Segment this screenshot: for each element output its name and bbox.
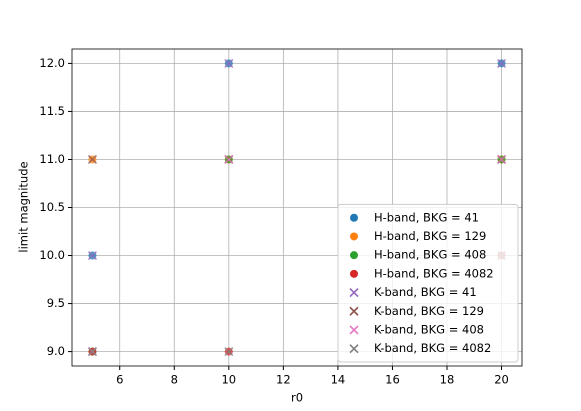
legend-label: H-band, BKG = 129 [374,229,486,243]
x-tick-label: 10 [221,373,236,387]
point [350,269,358,278]
point [224,154,234,165]
point [349,325,359,335]
x-tick-label: 6 [116,373,123,387]
point [496,58,507,68]
point [87,347,98,357]
point [87,250,98,261]
point [350,213,358,222]
point [349,306,359,316]
x-axis-label: r0 [291,391,303,405]
y-axis-label: limit magnitude [17,161,31,252]
y-tick-label: 10.0 [39,248,65,262]
y-tick-label: 11.0 [39,152,65,166]
axes-frame [71,48,523,367]
point [349,344,359,354]
x-tick-label: 18 [440,373,455,387]
y-tick-label: 11.5 [39,104,65,118]
legend-label: K-band, BKG = 408 [374,322,484,336]
point [349,287,359,298]
x-tick-label: 8 [171,373,178,387]
legend-label: K-band, BKG = 41 [374,285,477,299]
legend-label: K-band, BKG = 4082 [374,341,491,355]
point [224,347,234,357]
y-tick-label: 12.0 [39,56,65,70]
x-tick-label: 14 [331,373,346,387]
x-tick-label: 16 [385,373,400,387]
legend-label: H-band, BKG = 41 [374,210,479,224]
point [224,58,234,68]
point [87,154,98,165]
legend-label: H-band, BKG = 408 [374,248,486,262]
y-tick-label: 9.0 [47,344,65,358]
y-tick-label: 9.5 [47,296,65,310]
point [496,154,507,165]
legend-label: K-band, BKG = 129 [374,304,484,318]
legend-label: H-band, BKG = 4082 [374,266,494,280]
x-tick-label: 20 [494,373,509,387]
legend: H-band, BKG = 41 H-band, BKG = 129 H-band,… [337,203,519,363]
legend-box [337,203,519,363]
x-tick-label: 12 [276,373,291,387]
point [350,232,358,241]
point [350,251,358,260]
y-tick-label: 10.5 [39,200,65,214]
